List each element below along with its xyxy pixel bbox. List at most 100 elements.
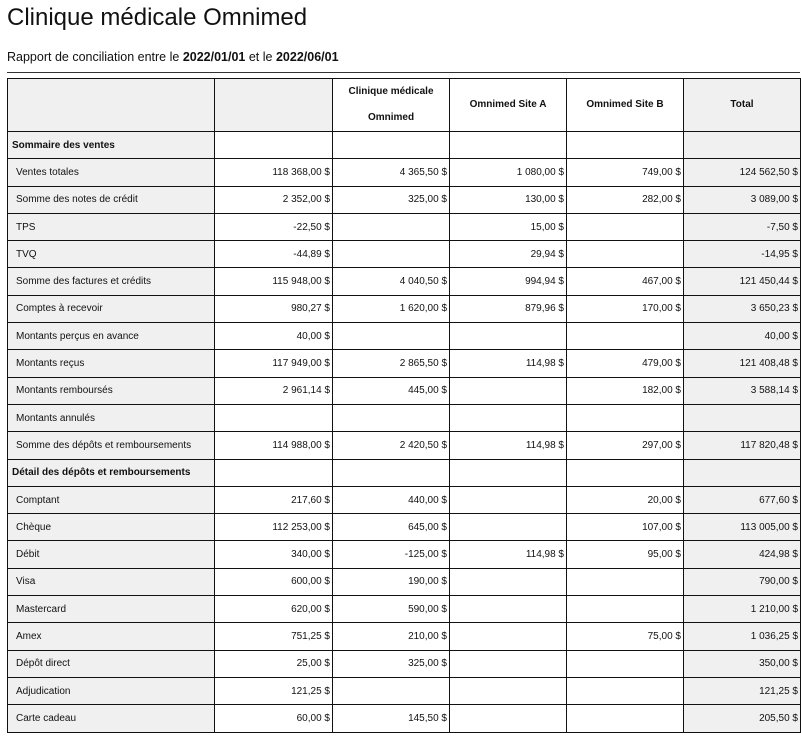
- data-row: Montants reçus 117 949,00 $2 865,50 $114,…: [7, 349, 801, 378]
- amount-cell: 145,50 $: [332, 704, 450, 733]
- data-row: Somme des notes de crédit 2 352,00 $325,0…: [7, 185, 801, 214]
- amount-cell: 325,00 $: [332, 185, 450, 214]
- amount-cell: -7,50 $: [683, 212, 801, 242]
- amount-cell: 114,98 $: [449, 431, 567, 460]
- column-header: Omnimed Site A: [449, 78, 567, 132]
- row-label: Chèque: [7, 513, 215, 542]
- amount-cell: 121 450,44 $: [683, 267, 801, 296]
- report-title: Clinique médicale Omnimed: [7, 4, 308, 31]
- amount-cell: 677,60 $: [683, 485, 801, 515]
- empty-cell: [449, 458, 567, 487]
- amount-cell: [566, 322, 684, 351]
- amount-cell: 467,00 $: [566, 267, 684, 296]
- data-row: TPS -22,50 $ 15,00 $ -7,50 $: [7, 212, 801, 242]
- data-row: Comptant 217,60 $440,00 $ 20,00 $677,60 $: [7, 485, 801, 515]
- amount-cell: [449, 649, 567, 678]
- amount-cell: 325,00 $: [332, 649, 450, 678]
- row-label: TVQ: [7, 240, 215, 269]
- amount-cell: 40,00 $: [214, 322, 333, 351]
- data-row: Somme des dépôts et remboursements 114 98…: [7, 431, 801, 460]
- amount-cell: 350,00 $: [683, 649, 801, 678]
- row-label: Montants annulés: [7, 403, 215, 433]
- amount-cell: 440,00 $: [332, 485, 450, 515]
- column-header: Omnimed Site B: [566, 78, 684, 132]
- column-header: Total: [683, 78, 801, 132]
- amount-cell: 217,60 $: [214, 485, 333, 515]
- amount-cell: 182,00 $: [566, 376, 684, 405]
- amount-cell: 210,00 $: [332, 622, 450, 651]
- row-label: Adjudication: [7, 676, 215, 706]
- row-label: Dépôt direct: [7, 649, 215, 678]
- data-row: Amex 751,25 $210,00 $ 75,00 $1 036,25 $: [7, 622, 801, 651]
- amount-cell: 112 253,00 $: [214, 513, 333, 542]
- amount-cell: [449, 403, 567, 433]
- amount-cell: 4 365,50 $: [332, 158, 450, 187]
- data-row: Adjudication 121,25 $121,25 $: [7, 676, 801, 706]
- column-header: [7, 78, 215, 132]
- amount-cell: 124 562,50 $: [683, 158, 801, 187]
- empty-cell: [332, 130, 450, 160]
- amount-cell: 29,94 $: [449, 240, 567, 269]
- section-row: Détail des dépôts et remboursements: [7, 458, 801, 487]
- amount-cell: 1 080,00 $: [449, 158, 567, 187]
- amount-cell: [683, 403, 801, 433]
- amount-cell: [566, 704, 684, 733]
- amount-cell: [566, 649, 684, 678]
- amount-cell: [449, 322, 567, 351]
- amount-cell: 620,00 $: [214, 595, 333, 624]
- start-date: 2022/01/01: [182, 50, 246, 64]
- amount-cell: [566, 676, 684, 706]
- amount-cell: 645,00 $: [332, 513, 450, 542]
- end-date: 2022/06/01: [275, 50, 339, 64]
- row-label: Somme des dépôts et remboursements: [7, 431, 215, 460]
- row-label: TPS: [7, 212, 215, 242]
- data-row: Débit 340,00 $ -125,00 $114,98 $95,00 $424…: [7, 540, 801, 569]
- data-row: Montants remboursés 2 961,14 $445,00 $ 182…: [7, 376, 801, 405]
- row-label: Montants perçus en avance: [7, 322, 215, 351]
- empty-cell: [683, 130, 801, 160]
- section-title: Détail des dépôts et remboursements: [7, 458, 215, 487]
- amount-cell: 115 948,00 $: [214, 267, 333, 296]
- amount-cell: [566, 403, 684, 433]
- data-row: Carte cadeau 60,00 $145,50 $ 205,50 $: [7, 704, 801, 733]
- section-row: Sommaire des ventes: [7, 130, 801, 160]
- amount-cell: 114,98 $: [449, 349, 567, 378]
- amount-cell: [449, 676, 567, 706]
- row-label: Comptes à recevoir: [7, 294, 215, 324]
- amount-cell: -44,89 $: [214, 240, 333, 269]
- amount-cell: 980,27 $: [214, 294, 333, 324]
- data-row: Comptes à recevoir 980,27 $1 620,00 $879,…: [7, 294, 801, 324]
- subtitle-text: Rapport de conciliation entre le: [7, 50, 180, 64]
- section-title: Sommaire des ventes: [7, 130, 215, 160]
- amount-cell: 117 949,00 $: [214, 349, 333, 378]
- amount-cell: [332, 403, 450, 433]
- amount-cell: 994,94 $: [449, 267, 567, 296]
- amount-cell: 121,25 $: [214, 676, 333, 706]
- amount-cell: 2 961,14 $: [214, 376, 333, 405]
- amount-cell: -125,00 $: [332, 540, 450, 569]
- amount-cell: [449, 704, 567, 733]
- divider: [7, 72, 800, 73]
- amount-cell: 2 352,00 $: [214, 185, 333, 214]
- data-row: Dépôt direct 25,00 $325,00 $ 350,00 $: [7, 649, 801, 678]
- amount-cell: 600,00 $: [214, 567, 333, 597]
- amount-cell: 113 005,00 $: [683, 513, 801, 542]
- amount-cell: 4 040,50 $: [332, 267, 450, 296]
- amount-cell: 114,98 $: [449, 540, 567, 569]
- amount-cell: 117 820,48 $: [683, 431, 801, 460]
- row-label: Montants remboursés: [7, 376, 215, 405]
- data-row: Chèque 112 253,00 $645,00 $ 107,00 $113 00…: [7, 513, 801, 542]
- amount-cell: 2 865,50 $: [332, 349, 450, 378]
- amount-cell: [449, 622, 567, 651]
- amount-cell: [449, 567, 567, 597]
- amount-cell: 60,00 $: [214, 704, 333, 733]
- amount-cell: [332, 676, 450, 706]
- row-label: Somme des notes de crédit: [7, 185, 215, 214]
- empty-cell: [214, 130, 333, 160]
- amount-cell: 130,00 $: [449, 185, 567, 214]
- amount-cell: 1 036,25 $: [683, 622, 801, 651]
- data-row: Visa 600,00 $190,00 $ 790,00 $: [7, 567, 801, 597]
- amount-cell: [566, 567, 684, 597]
